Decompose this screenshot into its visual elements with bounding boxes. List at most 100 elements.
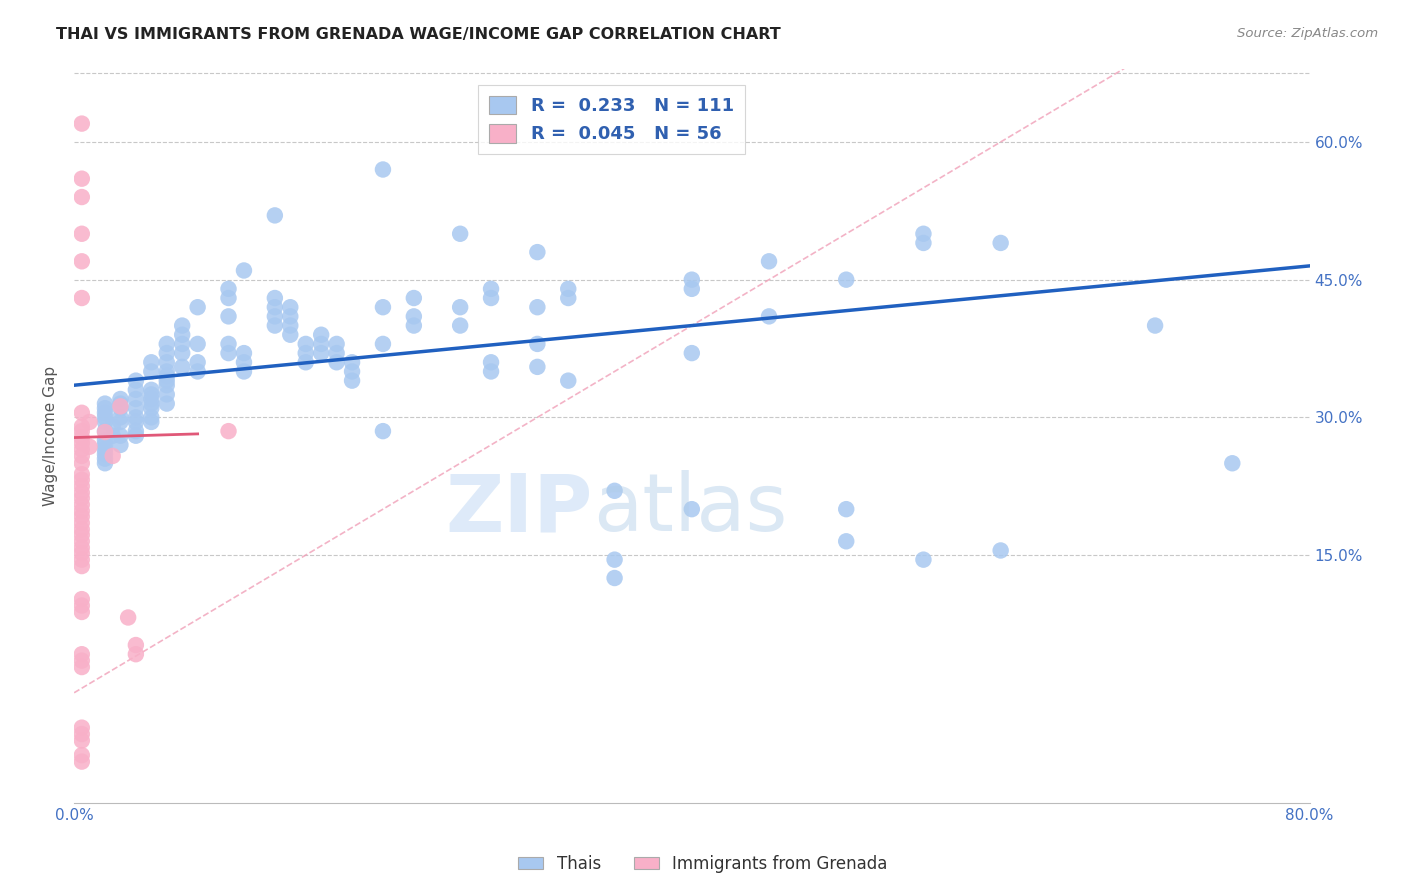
Point (156, 369, 179, 384)
Y-axis label: Wage/Income Gap: Wage/Income Gap (44, 366, 58, 506)
Point (912, 227, 935, 241)
Point (94, 415, 117, 429)
Point (141, 383, 163, 397)
Point (187, 364, 209, 378)
Point (233, 263, 256, 277)
Point (156, 387, 179, 401)
Point (835, 502, 858, 516)
Point (101, 449, 124, 463)
Point (110, 428, 132, 442)
Point (110, 438, 132, 452)
Point (526, 359, 548, 374)
Point (94, 438, 117, 452)
Point (603, 483, 626, 498)
Point (70, 654, 93, 668)
Point (70, 456, 93, 470)
Point (156, 346, 179, 360)
Point (70, 546, 93, 560)
Point (156, 374, 179, 388)
Point (125, 410, 148, 425)
Point (94, 410, 117, 425)
Point (278, 300, 301, 314)
Point (110, 400, 132, 414)
Point (218, 346, 240, 360)
Point (172, 346, 194, 360)
Point (125, 428, 148, 442)
Point (325, 355, 347, 369)
Point (758, 254, 780, 268)
Point (172, 337, 194, 351)
Point (117, 610, 139, 624)
Point (294, 346, 316, 360)
Point (101, 428, 124, 442)
Legend: Thais, Immigrants from Grenada: Thais, Immigrants from Grenada (512, 848, 894, 880)
Point (70, 755, 93, 769)
Point (70, 605, 93, 619)
Point (187, 300, 209, 314)
Point (278, 318, 301, 333)
Point (402, 318, 425, 333)
Point (402, 310, 425, 324)
Point (94, 424, 117, 438)
Point (912, 552, 935, 566)
Point (402, 291, 425, 305)
Point (156, 337, 179, 351)
Point (990, 543, 1012, 558)
Point (156, 396, 179, 410)
Point (172, 318, 194, 333)
Point (70, 528, 93, 542)
Point (449, 227, 471, 241)
Point (479, 364, 502, 378)
Point (218, 282, 240, 296)
Point (94, 456, 117, 470)
Point (70, 727, 93, 741)
Point (141, 410, 163, 425)
Point (309, 327, 332, 342)
Point (70, 117, 93, 131)
Point (70, 552, 93, 566)
Point (94, 396, 117, 410)
Point (449, 300, 471, 314)
Point (479, 282, 502, 296)
Point (70, 424, 93, 438)
Point (156, 355, 179, 369)
Point (340, 374, 363, 388)
Point (94, 442, 117, 457)
Point (125, 424, 148, 438)
Point (94, 447, 117, 461)
Point (70, 479, 93, 493)
Point (70, 534, 93, 549)
Point (70, 449, 93, 463)
Point (603, 552, 626, 566)
Point (156, 364, 179, 378)
Point (218, 310, 240, 324)
Point (990, 235, 1012, 250)
Point (125, 638, 148, 652)
Point (479, 291, 502, 305)
Point (912, 235, 935, 250)
Point (70, 419, 93, 434)
Point (70, 491, 93, 505)
Point (294, 337, 316, 351)
Point (325, 337, 347, 351)
Point (141, 364, 163, 378)
Point (371, 162, 394, 177)
Point (681, 273, 703, 287)
Point (309, 346, 332, 360)
Point (1144, 318, 1167, 333)
Point (70, 171, 93, 186)
Point (70, 509, 93, 524)
Point (557, 374, 579, 388)
Point (141, 392, 163, 406)
Point (557, 291, 579, 305)
Point (70, 721, 93, 735)
Point (309, 337, 332, 351)
Point (526, 337, 548, 351)
Point (110, 401, 132, 416)
Point (125, 383, 148, 397)
Point (125, 374, 148, 388)
Point (79, 440, 101, 454)
Point (141, 396, 163, 410)
Point (278, 327, 301, 342)
Point (70, 254, 93, 268)
